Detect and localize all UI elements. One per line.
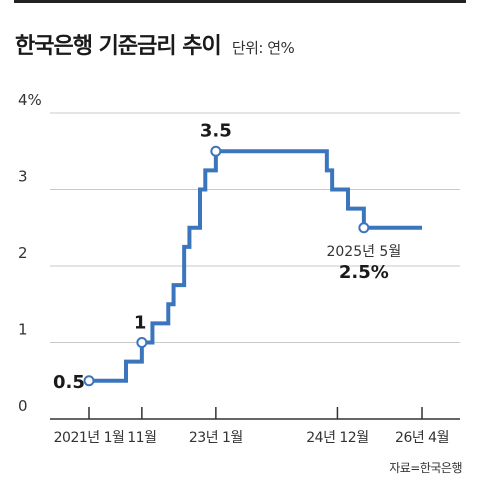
x-tick-label-1: 11월 [127, 430, 156, 446]
y-tick-label-1: 1 [18, 321, 28, 339]
unit-label: 단위: 연% [231, 39, 295, 57]
marker-0 [83, 375, 95, 387]
point-label-0: 0.5 [53, 372, 85, 393]
series-lines [89, 149, 422, 383]
y-tick-label-0: 0 [18, 397, 28, 415]
top-rule [14, 0, 466, 3]
source-note: 자료=한국은행 [389, 461, 462, 475]
point-sublabel-3: 2025년 5월 [326, 244, 401, 260]
marker-3 [358, 222, 370, 234]
title-row: 한국은행 기준금리 추이 단위: 연% [15, 28, 295, 60]
point-labels: 0.5 1 3.5 2025년 5월 2.5% [53, 120, 401, 393]
y-tick-label-2: 2 [18, 244, 28, 262]
y-tick-label-4: 4% [18, 91, 42, 109]
grid-lines [50, 112, 460, 343]
point-markers [83, 145, 370, 387]
y-tick-label-3: 3 [18, 168, 28, 186]
x-tick-labels: 2021년 1월 11월 23년 1월 24년 12월 26년 4월 [54, 430, 450, 446]
point-label-1: 1 [134, 313, 147, 334]
point-label-3: 2.5% [339, 262, 389, 283]
x-tick-label-3: 24년 12월 [306, 430, 368, 446]
marker-1 [136, 337, 148, 348]
x-tick-label-0: 2021년 1월 [54, 430, 125, 446]
x-tick-label-4: 26년 4월 [395, 430, 449, 446]
point-label-2: 3.5 [200, 120, 232, 141]
marker-2 [210, 145, 222, 157]
x-tick-label-2: 23년 1월 [189, 430, 243, 446]
series-line-0 [89, 149, 422, 383]
y-tick-labels: 0 1 2 3 4% [18, 91, 42, 415]
chart-title: 한국은행 기준금리 추이 [15, 34, 222, 59]
x-axis [50, 407, 460, 420]
